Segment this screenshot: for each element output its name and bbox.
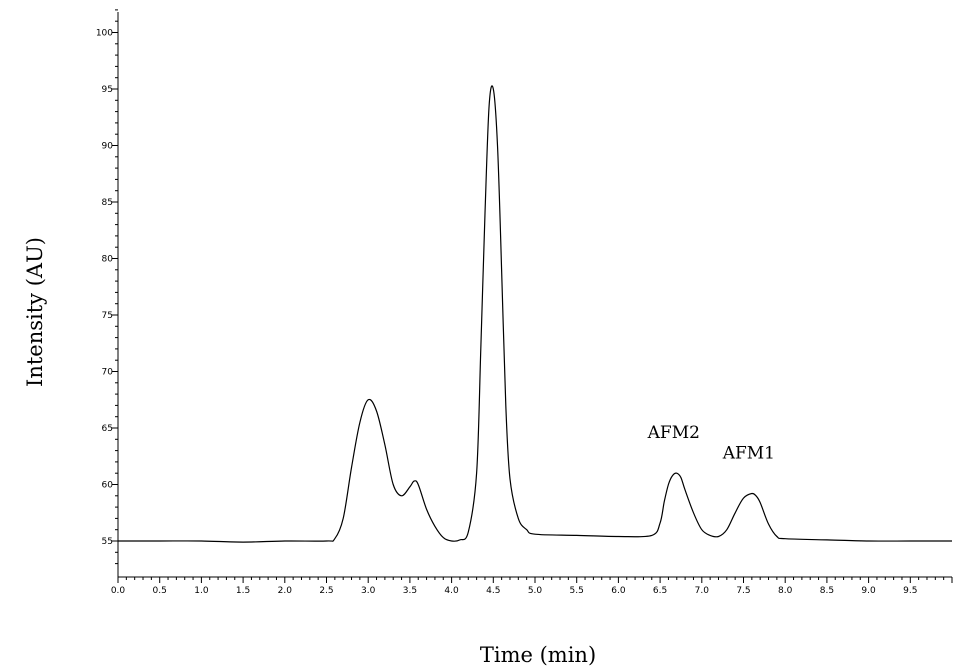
x-tick-label: 9.5 xyxy=(903,586,917,596)
x-axis-tick-labels: 0.0 0.5 1.0 1.5 2.0 2.5 3.0 3.5 4.0 4.5 5.0 5.5 6.0 6… xyxy=(111,586,918,596)
y-axis-title: Intensity (AU) xyxy=(23,237,47,387)
y-tick-label: 85 xyxy=(102,198,113,208)
x-tick-label: 8.0 xyxy=(778,586,793,596)
y-tick-label: 75 xyxy=(102,311,113,321)
x-tick-label: 6.0 xyxy=(611,586,626,596)
peak-label-afm1: AFM1 xyxy=(722,444,775,464)
x-tick-label: 8.5 xyxy=(820,586,834,596)
y-axis-ticks xyxy=(112,9,118,565)
x-axis-title: Time (min) xyxy=(480,643,596,667)
x-tick-label: 1.0 xyxy=(194,586,209,596)
y-tick-label: 65 xyxy=(102,424,113,434)
x-tick-label: 7.0 xyxy=(695,586,710,596)
x-tick-label: 0.0 xyxy=(111,586,126,596)
y-tick-label: 55 xyxy=(102,537,113,547)
y-tick-label: 95 xyxy=(102,85,113,95)
x-tick-label: 0.5 xyxy=(153,586,167,596)
x-tick-label: 9.0 xyxy=(861,586,876,596)
peak-label-afm2: AFM2 xyxy=(647,423,700,443)
x-tick-label: 2.5 xyxy=(319,586,333,596)
x-tick-label: 3.0 xyxy=(361,586,376,596)
x-tick-label: 4.0 xyxy=(444,586,459,596)
y-axis-tick-labels: 55 60 65 70 75 80 85 90 95 100 xyxy=(96,29,113,548)
x-tick-label: 5.5 xyxy=(570,586,584,596)
x-tick-label: 2.0 xyxy=(278,586,293,596)
y-tick-label: 70 xyxy=(102,368,114,378)
y-tick-label: 80 xyxy=(102,255,114,265)
peak-annotations: AFM2 AFM1 xyxy=(647,423,775,463)
x-tick-label: 4.5 xyxy=(486,586,500,596)
chromatogram-trace xyxy=(117,85,952,543)
x-tick-label: 5.0 xyxy=(528,586,543,596)
y-tick-label: 60 xyxy=(102,481,114,491)
x-tick-label: 1.5 xyxy=(236,586,250,596)
y-tick-label: 90 xyxy=(102,142,114,152)
x-axis-ticks xyxy=(117,577,953,583)
y-tick-label: 100 xyxy=(96,29,113,39)
x-tick-label: 7.5 xyxy=(736,586,750,596)
x-tick-label: 6.5 xyxy=(653,586,667,596)
x-tick-label: 3.5 xyxy=(403,586,417,596)
